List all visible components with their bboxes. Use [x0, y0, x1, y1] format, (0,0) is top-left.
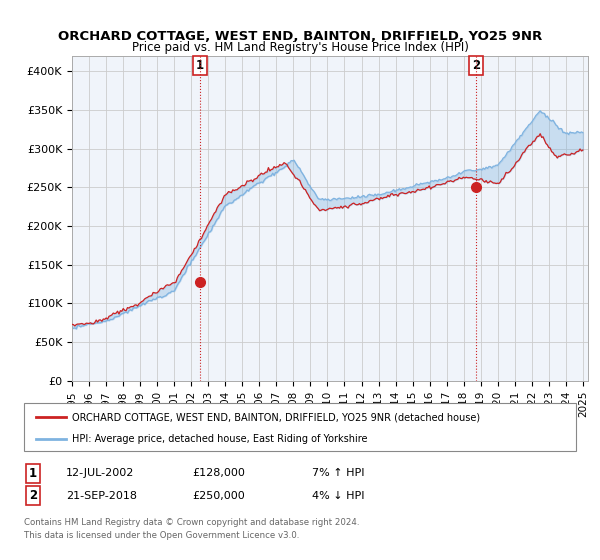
- Text: 7% ↑ HPI: 7% ↑ HPI: [312, 468, 365, 478]
- Text: This data is licensed under the Open Government Licence v3.0.: This data is licensed under the Open Gov…: [24, 531, 299, 540]
- Text: Contains HM Land Registry data © Crown copyright and database right 2024.: Contains HM Land Registry data © Crown c…: [24, 517, 359, 527]
- Text: 2: 2: [472, 59, 480, 72]
- Text: 4% ↓ HPI: 4% ↓ HPI: [312, 491, 365, 501]
- Text: ORCHARD COTTAGE, WEST END, BAINTON, DRIFFIELD, YO25 9NR: ORCHARD COTTAGE, WEST END, BAINTON, DRIF…: [58, 30, 542, 43]
- Text: 21-SEP-2018: 21-SEP-2018: [66, 491, 137, 501]
- Text: Price paid vs. HM Land Registry's House Price Index (HPI): Price paid vs. HM Land Registry's House …: [131, 41, 469, 54]
- Text: 12-JUL-2002: 12-JUL-2002: [66, 468, 134, 478]
- Text: 1: 1: [29, 466, 37, 480]
- Text: 2: 2: [29, 489, 37, 502]
- Text: HPI: Average price, detached house, East Riding of Yorkshire: HPI: Average price, detached house, East…: [72, 434, 367, 444]
- Text: 1: 1: [196, 59, 204, 72]
- Text: £128,000: £128,000: [192, 468, 245, 478]
- Text: ORCHARD COTTAGE, WEST END, BAINTON, DRIFFIELD, YO25 9NR (detached house): ORCHARD COTTAGE, WEST END, BAINTON, DRIF…: [72, 413, 480, 422]
- Text: £250,000: £250,000: [192, 491, 245, 501]
